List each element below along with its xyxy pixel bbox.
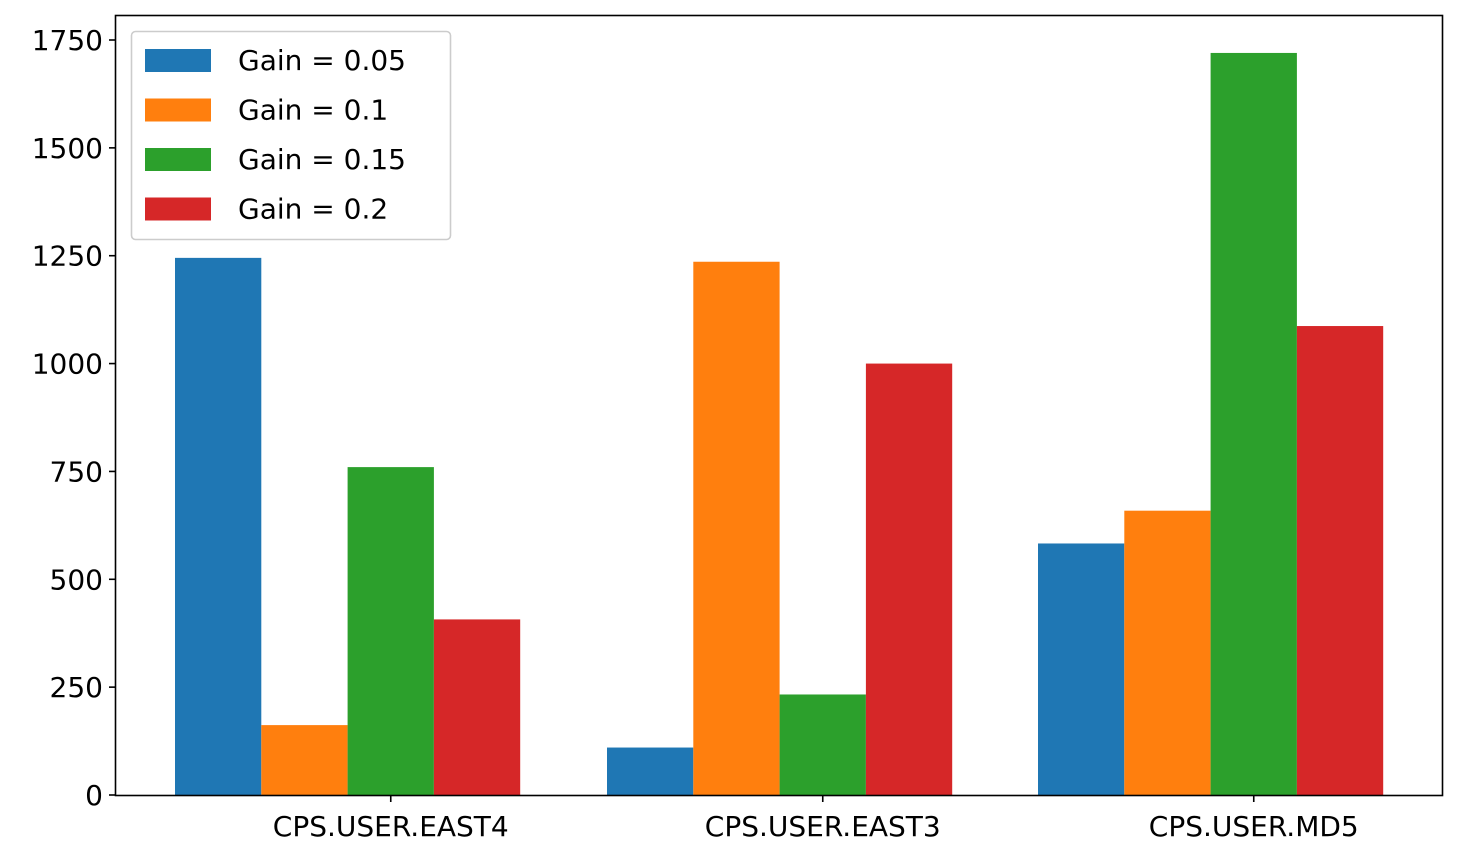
- legend-box: [130, 30, 452, 241]
- legend-label: Gain = 0.1: [238, 94, 388, 127]
- x-tick-label: CPS.USER.EAST3: [705, 810, 941, 843]
- bar-1-2: [607, 747, 694, 795]
- y-tick-label: 1750: [32, 24, 103, 57]
- legend-swatch: [145, 148, 211, 171]
- legend-label: Gain = 0.05: [238, 44, 406, 77]
- y-tick-label: 500: [50, 563, 103, 596]
- bar-2-1: [261, 725, 348, 795]
- bar-1-3: [1038, 543, 1125, 795]
- legend-label: Gain = 0.2: [238, 193, 388, 226]
- bar-4-3: [1296, 326, 1384, 795]
- bar-4-2: [865, 363, 953, 795]
- bar-2-3: [1124, 510, 1211, 795]
- legend-swatch: [145, 98, 211, 122]
- bar-3-1: [347, 467, 434, 795]
- bar-1-1: [175, 257, 262, 795]
- x-axis: CPS.USER.EAST4 CPS.USER.EAST3 CPS.USER.MD5: [273, 795, 1359, 843]
- y-tick-label: 750: [50, 455, 103, 488]
- y-tick-label: 250: [50, 671, 103, 704]
- y-tick-label: 1250: [32, 240, 103, 273]
- y-tick-label: 1500: [32, 132, 103, 165]
- plot-frame: [114, 14, 1444, 797]
- bar-3-3: [1210, 52, 1297, 795]
- legend-swatch: [145, 197, 211, 221]
- bars-layer: [175, 52, 1384, 795]
- bar-4-1: [433, 619, 521, 795]
- x-tick-label: CPS.USER.MD5: [1149, 810, 1359, 843]
- legend-label: Gain = 0.15: [238, 143, 406, 176]
- legend: Gain = 0.05 Gain = 0.1 Gain = 0.15 Gain = 0…: [130, 30, 452, 241]
- y-axis: 0 250 500 750 1000 1250 1500 1750: [32, 24, 116, 812]
- x-tick-label: CPS.USER.EAST4: [273, 810, 509, 843]
- bar-2-2: [693, 261, 780, 795]
- legend-swatch: [145, 49, 211, 72]
- y-tick-label: 1000: [32, 348, 103, 381]
- bar-3-2: [779, 694, 866, 795]
- y-tick-label: 0: [85, 779, 103, 812]
